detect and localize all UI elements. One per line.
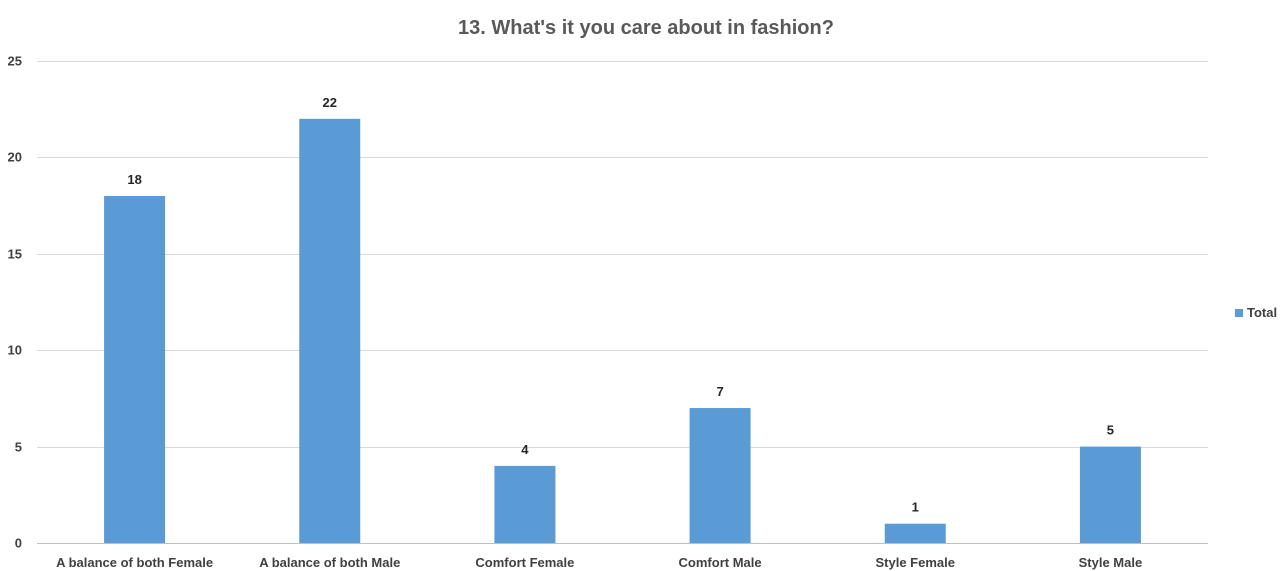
x-category-label: Comfort Male <box>679 555 762 570</box>
bar-value-label: 18 <box>127 172 141 187</box>
bar <box>299 118 361 543</box>
x-axis-categories: A balance of both Female A balance of bot… <box>56 555 1142 570</box>
x-category-label: A balance of both Female <box>56 555 213 570</box>
bar-value-label: 5 <box>1107 423 1114 438</box>
gridlines <box>37 61 1208 544</box>
bar <box>884 523 946 543</box>
data-labels: 18 22 4 7 1 5 <box>127 95 1114 515</box>
x-category-label: Style Male <box>1079 555 1143 570</box>
bar <box>689 408 751 543</box>
y-tick-label: 25 <box>8 54 22 69</box>
y-tick-label: 0 <box>15 536 22 551</box>
bar-value-label: 1 <box>912 500 919 515</box>
bar-value-label: 7 <box>716 384 723 399</box>
y-tick-label: 5 <box>15 440 22 455</box>
bar <box>104 195 166 543</box>
bar-value-label: 22 <box>323 95 337 110</box>
y-tick-label: 10 <box>8 343 22 358</box>
bar <box>1079 446 1141 543</box>
legend-label: Total <box>1247 305 1277 320</box>
y-tick-label: 20 <box>8 150 22 165</box>
x-category-label: Style Female <box>876 555 956 570</box>
chart-title: 13. What's it you care about in fashion? <box>458 17 834 39</box>
bar <box>494 465 556 543</box>
x-category-label: Comfort Female <box>475 555 574 570</box>
bars <box>104 118 1141 543</box>
bar-value-label: 4 <box>521 442 529 457</box>
y-axis-ticks: 0 5 10 15 20 25 <box>8 54 22 551</box>
x-category-label: A balance of both Male <box>259 555 400 570</box>
legend-swatch <box>1235 309 1243 317</box>
legend: Total <box>1235 305 1277 320</box>
y-tick-label: 15 <box>8 247 22 262</box>
